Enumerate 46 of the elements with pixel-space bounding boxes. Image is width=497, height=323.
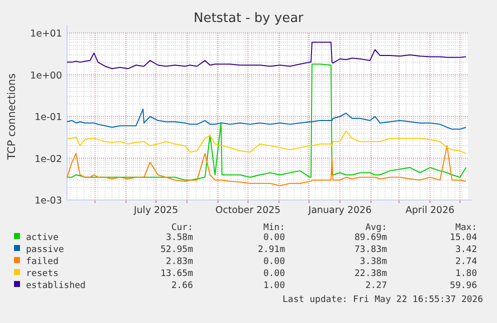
- text: 59.96: [450, 281, 477, 291]
- y-tick-label: 1e-02: [34, 154, 62, 165]
- text: 2.83m: [166, 257, 193, 267]
- text: 89.69m: [354, 233, 387, 243]
- text: 22.38m: [354, 269, 387, 279]
- text: 15.04: [450, 233, 477, 243]
- text: 2.66: [171, 281, 193, 291]
- text: 73.83m: [354, 245, 387, 255]
- text: 1.80: [455, 269, 477, 279]
- text: 0.00: [263, 269, 285, 279]
- text: Cur:: [171, 223, 193, 233]
- legend-label: resets: [26, 269, 59, 279]
- text: 1.00: [263, 281, 285, 291]
- legend-label: established: [26, 281, 86, 291]
- x-tick-label: January 2026: [307, 205, 372, 216]
- x-tick-label: October 2025: [215, 205, 281, 216]
- text: 13.65m: [160, 269, 193, 279]
- y-tick-label: 1e+01: [30, 28, 62, 40]
- text: Avg:: [365, 223, 387, 233]
- text: 2.91m: [258, 245, 285, 255]
- text: 3.42: [455, 245, 477, 255]
- legend-label: failed: [26, 257, 59, 267]
- x-tick-label: April 2026: [406, 205, 454, 216]
- text: 3.58m: [166, 233, 193, 243]
- text: Last update: Fri May 22 16:55:37 2026: [282, 295, 483, 305]
- line-series: [66, 145, 466, 186]
- y-tick-label: 1e+00: [30, 70, 62, 82]
- text: Min:: [263, 223, 285, 233]
- x-tick-label: July 2025: [132, 205, 178, 216]
- line-series: [66, 130, 466, 154]
- legend-label: passive: [26, 245, 64, 255]
- y-tick-label: 1e-03: [34, 196, 62, 206]
- line-series: [66, 42, 466, 70]
- y-tick-label: 1e-01: [34, 112, 62, 123]
- text: 0.00: [263, 257, 285, 267]
- line-series: [66, 64, 466, 181]
- legend-label: active: [26, 233, 59, 243]
- text: 52.95m: [160, 245, 193, 255]
- chart-title: Netstat - by year: [194, 11, 304, 26]
- text: 0.00: [263, 233, 285, 243]
- text: 2.74: [455, 257, 477, 267]
- text: Max:: [455, 223, 477, 233]
- y-axis-title: TCP connections: [6, 73, 18, 161]
- text: 2.27: [365, 281, 387, 291]
- text: 3.38m: [360, 257, 387, 267]
- line-series: [66, 108, 466, 130]
